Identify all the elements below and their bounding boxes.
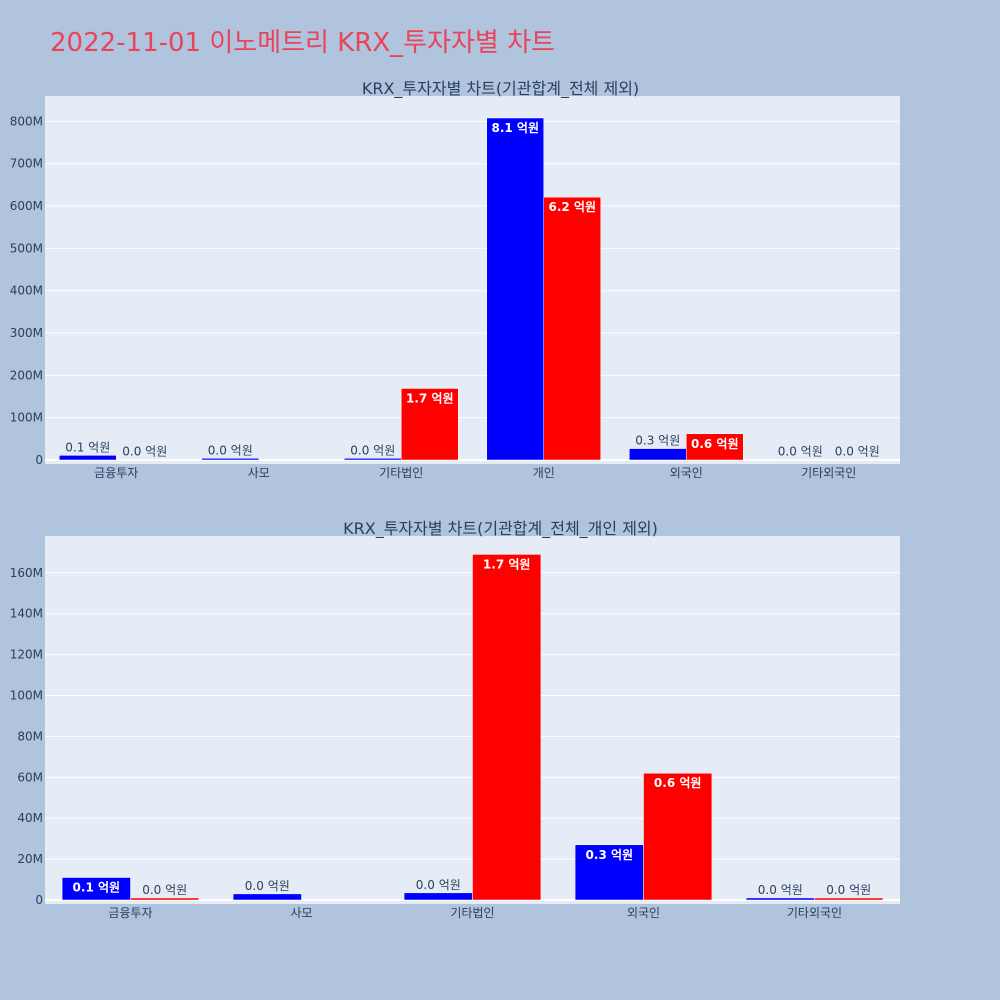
data-label: 0.3 억원 [586,848,634,862]
y-tick-label: 700M [10,157,43,171]
data-label: 0.0 억원 [826,883,871,897]
y-tick-label: 0 [35,893,43,907]
y-tick-label: 60M [17,770,43,784]
buy-bar [344,458,402,461]
x-tick-label: 사모 [290,906,312,920]
buy-bar [745,897,815,901]
data-label: 0.1 억원 [73,881,121,895]
sell-bar [130,897,200,901]
data-label: 0.0 억원 [416,878,461,892]
x-tick-label: 기타외국인 [801,466,856,480]
sell-bar [814,897,884,901]
subplot-title: KRX_투자자별 차트(기관합계_전체 제외) [362,79,639,99]
y-tick-label: 80M [17,729,43,743]
buy-bar [629,448,687,461]
buy-bar [201,458,259,461]
y-tick-label: 400M [10,284,43,298]
y-tick-label: 140M [10,607,43,621]
buy-bar [574,844,644,901]
data-label: 0.0 억원 [835,445,880,459]
page-title: 2022-11-01 이노메트리 KRX_투자자별 차트 [50,28,555,58]
sell-bar [828,459,886,461]
data-label: 0.0 억원 [208,443,253,457]
data-label: 6.2 억원 [548,200,596,214]
y-tick-label: 0 [35,453,43,467]
sell-bar [472,554,542,901]
buy-bar [771,459,829,461]
y-tick-label: 100M [10,689,43,703]
sell-bar [543,196,601,461]
y-tick-label: 200M [10,368,43,382]
x-tick-label: 사모 [248,466,270,480]
y-tick-label: 120M [10,648,43,662]
buy-bar [403,892,473,901]
data-label: 1.7 억원 [483,557,531,571]
data-label: 0.0 억원 [778,445,823,459]
plot-background [45,96,900,464]
buy-bar [59,455,117,461]
x-tick-label: 외국인 [627,906,660,920]
y-tick-label: 300M [10,326,43,340]
buy-bar [232,893,302,901]
data-label: 0.3 억원 [635,434,680,448]
data-label: 0.0 억원 [142,883,187,897]
y-tick-label: 40M [17,811,43,825]
data-label: 8.1 억원 [491,121,539,135]
y-tick-label: 600M [10,199,43,213]
x-tick-label: 기타법인 [450,906,494,920]
sell-bar [686,433,744,461]
subplot-title: KRX_투자자별 차트(기관합계_전체_개인 제외) [343,519,658,539]
data-label: 0.6 억원 [691,437,739,451]
data-label: 0.0 억원 [122,445,167,459]
sell-bar [401,388,459,461]
x-tick-label: 금융투자 [108,906,152,920]
data-label: 0.0 억원 [350,443,395,457]
buy-bar [61,877,131,901]
buy-bar [486,117,544,461]
y-tick-label: 500M [10,241,43,255]
y-tick-label: 100M [10,411,43,425]
data-label: 0.1 억원 [65,440,110,454]
data-label: 0.0 억원 [758,883,803,897]
data-label: 0.0 억원 [245,879,290,893]
y-tick-label: 800M [10,114,43,128]
x-tick-label: 기타외국인 [787,906,842,920]
sell-bar [643,772,713,901]
y-tick-label: 160M [10,566,43,580]
x-tick-label: 외국인 [670,466,703,480]
data-label: 1.7 억원 [406,391,454,405]
x-tick-label: 기타법인 [379,466,423,480]
sell-bar [116,459,174,461]
y-tick-label: 20M [17,852,43,866]
x-tick-label: 금융투자 [94,466,138,480]
data-label: 0.6 억원 [654,776,702,790]
x-tick-label: 개인 [533,466,555,480]
